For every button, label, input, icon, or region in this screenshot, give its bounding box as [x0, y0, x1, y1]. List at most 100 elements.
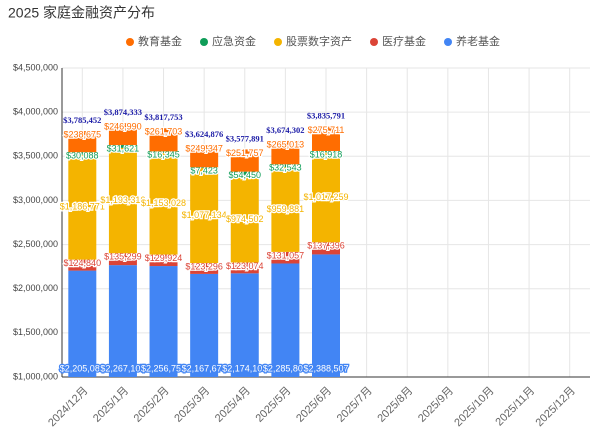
bar-segment: [271, 263, 300, 377]
bar-segment: [108, 145, 137, 148]
bar-segment: [312, 126, 340, 151]
value-label: $131,057: [267, 250, 305, 260]
legend-marker: [444, 38, 452, 46]
bar-segment: [68, 131, 97, 153]
bar-segment: [149, 152, 178, 255]
x-tick-label: 2025/11月: [493, 385, 537, 429]
value-label: $959,881: [267, 204, 305, 214]
y-tick-label: $4,500,000: [13, 62, 58, 72]
bar-segment: [68, 259, 97, 271]
value-label: $30,088: [66, 151, 99, 161]
y-tick-label: $3,000,000: [13, 195, 58, 205]
value-label: $251,757: [226, 148, 264, 158]
total-label: $3,835,791: [307, 111, 345, 121]
value-label: $2,388,507: [303, 363, 348, 373]
bar-segment: [190, 273, 219, 377]
value-label: $1,017,259: [303, 192, 348, 202]
y-tick-label: $3,500,000: [13, 151, 58, 161]
bar-segment: [312, 242, 340, 255]
x-tick-label: 2025/7月: [335, 385, 375, 425]
value-label: $2,285,808: [263, 363, 308, 373]
bar-segment: [230, 171, 259, 177]
x-tick-label: 2025/8月: [375, 385, 415, 425]
value-label: $123,074: [226, 261, 264, 271]
bar-segment: [230, 176, 259, 263]
bar-segment: [149, 128, 178, 152]
value-label: $1,193,316: [100, 195, 145, 205]
y-tick-label: $1,000,000: [13, 371, 58, 381]
value-label: $124,840: [64, 258, 102, 268]
y-tick-label: $2,000,000: [13, 283, 58, 293]
bar-segment: [190, 263, 219, 274]
value-label: $2,267,107: [100, 363, 145, 373]
value-label: $2,205,083: [60, 363, 105, 373]
legend-label: 养老基金: [456, 34, 500, 48]
bar-segment: [108, 265, 137, 377]
legend-marker: [126, 38, 134, 46]
legend-label: 医疗基金: [382, 34, 426, 48]
value-label: $31,621: [107, 143, 140, 153]
total-label: $3,624,876: [185, 129, 223, 139]
value-label: $1,186,771: [60, 202, 105, 212]
value-label: $7,423: [190, 166, 218, 176]
bar-segment: [190, 145, 219, 168]
value-label: $129,924: [145, 253, 183, 263]
total-label: $3,817,753: [144, 112, 182, 122]
value-label: $1,077,134: [182, 210, 227, 220]
value-label: $123,296: [185, 261, 223, 271]
value-label: $2,167,674: [182, 363, 227, 373]
bar-segment: [230, 262, 259, 274]
y-tick-label: $1,500,000: [13, 327, 58, 337]
value-label: $2,256,753: [141, 363, 186, 373]
value-label: $275,711: [308, 125, 345, 135]
bar-segment: [149, 151, 178, 153]
total-label: $3,674,302: [266, 125, 304, 135]
chart-title: 2025 家庭金融资产分布: [8, 5, 155, 21]
x-tick-label: 2025/10月: [452, 385, 496, 429]
legend-marker: [274, 38, 282, 46]
bar-segment: [68, 152, 97, 155]
bar-segment: [271, 164, 300, 168]
value-label: $16,345: [147, 150, 180, 160]
value-label: $265,013: [267, 139, 305, 149]
bar-segment: [149, 254, 178, 267]
x-tick-label: 2025/2月: [132, 385, 172, 425]
value-label: $261,703: [145, 127, 183, 137]
x-tick-label: 2025/9月: [416, 385, 456, 425]
total-label: $3,785,452: [63, 115, 101, 125]
bar-segment: [312, 150, 340, 153]
x-tick-label: 2025/5月: [253, 385, 293, 425]
value-label: $32,543: [269, 163, 302, 173]
value-label: $137,396: [307, 241, 345, 251]
value-label: $238,675: [64, 129, 102, 139]
legend-label: 教育基金: [138, 34, 182, 48]
total-label: $3,577,891: [226, 133, 264, 143]
bar-segment: [68, 270, 97, 377]
value-label: $2,174,108: [222, 363, 267, 373]
legend-label: 应急资金: [212, 34, 256, 48]
bar-segment: [312, 254, 340, 377]
value-label: $974,502: [226, 214, 264, 224]
bar-segment: [230, 149, 259, 172]
x-tick-label: 2025/4月: [213, 385, 253, 425]
x-tick-label: 2024/12月: [46, 385, 90, 429]
legend-marker: [200, 38, 208, 46]
bar-segment: [230, 273, 259, 377]
value-label: $16,918: [310, 149, 343, 159]
bar-segment: [312, 152, 340, 243]
y-tick-label: $2,500,000: [13, 239, 58, 249]
bar-segment: [271, 251, 300, 264]
bar-segment: [271, 167, 300, 252]
bar-segment: [68, 154, 97, 260]
value-label: $246,990: [104, 122, 142, 132]
bar-segment: [190, 167, 219, 264]
x-tick-label: 2025/6月: [294, 385, 334, 425]
legend-marker: [370, 38, 378, 46]
total-label: $3,874,333: [104, 107, 142, 117]
x-tick-label: 2025/1月: [91, 385, 131, 425]
bar-segment: [108, 147, 137, 254]
value-label: $54,450: [228, 170, 261, 180]
bar-segment: [108, 253, 137, 266]
bar-segment: [190, 167, 219, 168]
x-tick-label: 2025/3月: [172, 385, 212, 425]
